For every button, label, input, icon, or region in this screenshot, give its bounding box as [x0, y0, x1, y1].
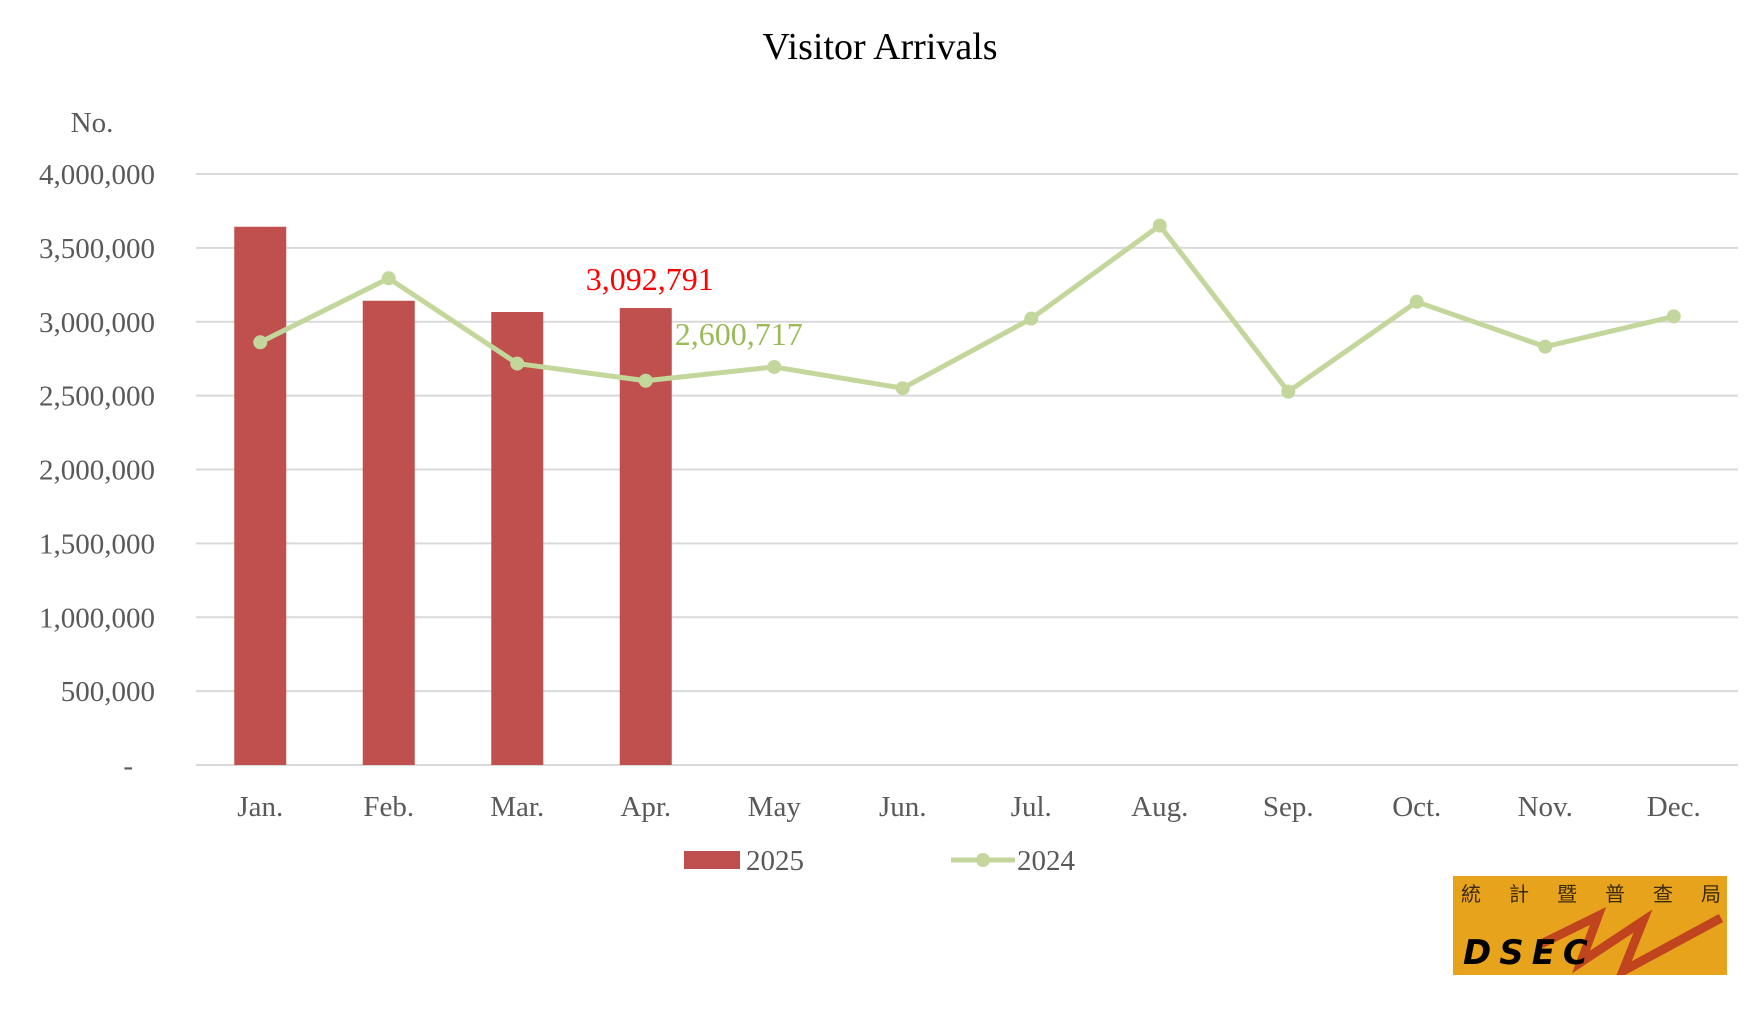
- legend-swatch-2025: [684, 851, 740, 869]
- logo-char: 普: [1605, 882, 1625, 906]
- x-tick-label: Jun.: [879, 791, 927, 823]
- legend-label-2025: 2025: [746, 845, 804, 877]
- x-tick-label: Dec.: [1647, 791, 1701, 823]
- y-tick-label: 3,000,000: [39, 307, 155, 339]
- logo-char: 局: [1701, 882, 1721, 906]
- y-axis-label: No.: [71, 107, 114, 139]
- x-tick-label: Feb.: [363, 791, 414, 823]
- point-2024: [1666, 309, 1681, 324]
- data-label-2024-apr: 2,600,717: [675, 316, 803, 352]
- x-tick-label: Apr.: [620, 791, 671, 823]
- x-tick-label: Jan.: [237, 791, 283, 823]
- y-tick-label: -: [123, 750, 133, 782]
- logo-char: 查: [1653, 882, 1673, 906]
- x-tick-label: May: [748, 791, 802, 823]
- legend-label-2024: 2024: [1017, 845, 1076, 877]
- point-2024: [895, 381, 910, 396]
- data-label-2025-apr: 3,092,791: [586, 261, 714, 297]
- legend-marker-2024: [976, 853, 990, 867]
- point-2024: [638, 373, 653, 388]
- dsec-logo: 統 計 暨 普 查 局 DSEC: [1453, 876, 1727, 975]
- x-tick-label: Sep.: [1263, 791, 1314, 823]
- point-2024: [510, 356, 525, 371]
- chart-title: Visitor Arrivals: [762, 26, 997, 68]
- point-2024: [1538, 339, 1553, 354]
- logo-char: 統: [1461, 882, 1481, 906]
- y-tick-label: 3,500,000: [39, 233, 155, 265]
- y-tick-label: 2,500,000: [39, 381, 155, 413]
- y-tick-label: 500,000: [61, 676, 155, 708]
- point-2024: [767, 359, 782, 374]
- y-tick-label: 2,000,000: [39, 455, 155, 487]
- logo-dsec-text: DSEC: [1463, 933, 1596, 973]
- y-tick-label: 4,000,000: [39, 159, 155, 191]
- bar-2025: [491, 311, 544, 765]
- x-tick-label: Oct.: [1392, 791, 1441, 823]
- x-tick-label: Aug.: [1131, 791, 1188, 823]
- y-tick-label: 1,000,000: [39, 602, 155, 634]
- point-2024: [1024, 311, 1039, 326]
- logo-char: 暨: [1557, 882, 1577, 906]
- x-tick-label: Nov.: [1518, 791, 1573, 823]
- point-2024: [253, 335, 268, 350]
- point-2024: [381, 271, 396, 286]
- logo-chinese-text: 統 計 暨 普 查 局: [1461, 878, 1721, 907]
- logo-zigzag-icon: [1539, 906, 1724, 975]
- bar-2025: [362, 300, 415, 765]
- y-tick-label: 1,500,000: [39, 528, 155, 560]
- point-2024: [1281, 384, 1296, 399]
- x-tick-label: Jul.: [1011, 791, 1052, 823]
- point-2024: [1152, 218, 1167, 233]
- line-2024: [259, 223, 1675, 395]
- point-2024: [1409, 294, 1424, 309]
- bar-2025: [234, 226, 287, 765]
- x-tick-label: Mar.: [490, 791, 544, 823]
- legend: 2025 2024: [684, 845, 1076, 877]
- logo-char: 計: [1509, 882, 1529, 906]
